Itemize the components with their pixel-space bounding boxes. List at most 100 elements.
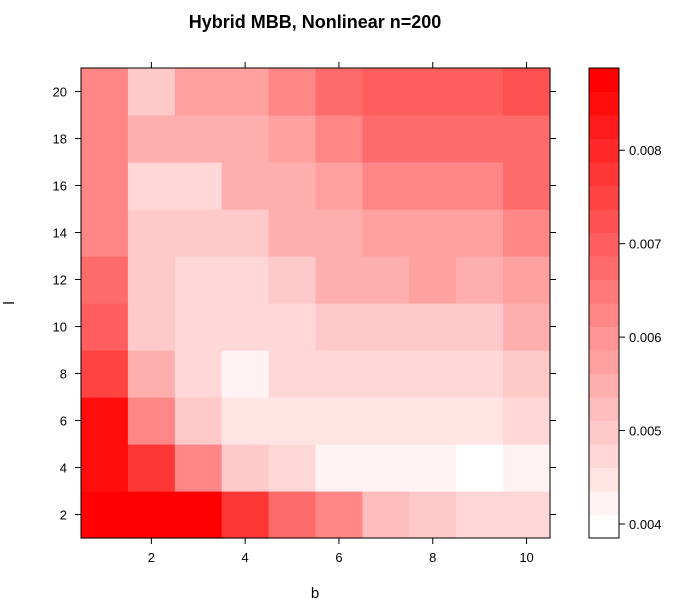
heatmap-cell xyxy=(362,68,410,116)
y-tick-label: 4 xyxy=(60,461,67,476)
heatmap-cell xyxy=(362,209,410,257)
heatmap-cell xyxy=(174,209,223,257)
x-axis-label: b xyxy=(311,585,319,602)
heatmap-cell xyxy=(503,256,551,304)
heatmap-cell xyxy=(174,491,223,539)
heatmap-cell xyxy=(81,162,129,210)
heatmap-cell xyxy=(362,115,410,163)
heatmap-cell xyxy=(362,162,410,210)
heatmap-cell xyxy=(268,303,317,351)
heatmap-cell xyxy=(174,397,223,445)
y-tick-label: 2 xyxy=(60,508,67,523)
heatmap-cell xyxy=(362,444,410,492)
heatmap-cell xyxy=(268,256,317,304)
x-tick-label: 8 xyxy=(429,550,436,565)
heatmap-cell xyxy=(268,68,317,116)
heatmap-cell xyxy=(221,491,270,539)
heatmap-cell xyxy=(456,303,504,351)
heatmap-cell xyxy=(409,303,457,351)
colorbar-band xyxy=(589,162,619,186)
heatmap-cell xyxy=(127,256,176,304)
heatmap-cell xyxy=(503,115,551,163)
colorbar-tick-label: 0.006 xyxy=(629,330,662,345)
colorbar-band xyxy=(589,138,619,163)
heatmap-cell xyxy=(456,115,504,163)
y-tick-label: 16 xyxy=(53,179,67,194)
y-tick-label: 18 xyxy=(53,132,67,147)
heatmap-cell xyxy=(81,115,129,163)
plot-frame xyxy=(80,67,551,539)
heatmap-cell xyxy=(221,162,270,210)
heatmap-cell xyxy=(456,162,504,210)
colorbar-tick-label: 0.007 xyxy=(629,237,662,252)
heatmap-cell xyxy=(81,491,129,539)
heatmap-cell xyxy=(315,303,363,351)
heatmap-cell xyxy=(315,256,363,304)
heatmap-cell xyxy=(409,115,457,163)
heatmap-cell xyxy=(221,68,270,116)
colorbar-band xyxy=(589,350,619,374)
colorbar-tick-label: 0.008 xyxy=(629,143,662,158)
heatmap-cell xyxy=(81,256,129,304)
heatmap-cell xyxy=(315,444,363,492)
heatmap-cell xyxy=(503,68,551,116)
colorbar-band xyxy=(589,514,619,539)
heatmap-cell xyxy=(362,350,410,398)
heatmap-cell xyxy=(81,209,129,257)
y-tick-label: 8 xyxy=(60,367,67,382)
x-tick-label: 2 xyxy=(148,550,155,565)
heatmap-cell xyxy=(268,209,317,257)
heatmap-cell xyxy=(456,397,504,445)
heatmap-cell xyxy=(456,444,504,492)
heatmap-cell xyxy=(268,397,317,445)
y-axis-ticks: 2 4 6 8 10 12 14 16 18 20 xyxy=(53,85,556,523)
heatmap-cell xyxy=(362,491,410,539)
colorbar-band xyxy=(589,397,619,421)
colorbar-band xyxy=(589,467,619,492)
heatmap-cell xyxy=(221,115,270,163)
heatmap-cell xyxy=(127,68,176,116)
x-tick-label: 6 xyxy=(335,550,342,565)
colorbar xyxy=(589,68,619,539)
heatmap-cell xyxy=(456,68,504,116)
heatmap-cell xyxy=(81,397,129,445)
heatmap-cell xyxy=(503,444,551,492)
heatmap-cell xyxy=(362,256,410,304)
colorbar-band xyxy=(589,279,619,304)
heatmap-cell xyxy=(127,303,176,351)
heatmap-cell xyxy=(409,444,457,492)
heatmap-cell xyxy=(81,303,129,351)
heatmap-cell xyxy=(456,350,504,398)
colorbar-band xyxy=(589,303,619,327)
colorbar-frame xyxy=(588,67,620,539)
heatmap-cell xyxy=(315,209,363,257)
heatmap-cell xyxy=(503,303,551,351)
heatmap-cell xyxy=(409,256,457,304)
colorbar-band xyxy=(589,444,619,468)
heatmap-cell xyxy=(315,491,363,539)
x-tick-label: 4 xyxy=(242,550,249,565)
heatmap-cell xyxy=(127,444,176,492)
colorbar-band xyxy=(589,209,619,233)
chart-title: Hybrid MBB, Nonlinear n=200 xyxy=(189,12,442,32)
heatmap-cell xyxy=(174,444,223,492)
colorbar-band xyxy=(589,491,619,515)
heatmap-cell xyxy=(127,162,176,210)
heatmap-cell xyxy=(268,491,317,539)
heatmap-cell xyxy=(503,350,551,398)
heatmap-cell xyxy=(268,444,317,492)
heatmap-cell xyxy=(268,115,317,163)
heatmap-cell xyxy=(503,491,551,539)
colorbar-band xyxy=(589,326,619,351)
heatmap-cell xyxy=(174,256,223,304)
colorbar-ticks: 0.004 0.005 0.006 0.007 0.008 xyxy=(619,143,662,532)
heatmap-cell xyxy=(127,397,176,445)
colorbar-band xyxy=(589,373,619,398)
heatmap-cell xyxy=(503,162,551,210)
y-tick-label: 12 xyxy=(53,273,67,288)
heatmap-cell xyxy=(409,350,457,398)
heatmap-cell xyxy=(81,68,129,116)
colorbar-tick-label: 0.004 xyxy=(629,517,662,532)
heatmap-cell xyxy=(456,256,504,304)
heatmap-cell xyxy=(221,444,270,492)
